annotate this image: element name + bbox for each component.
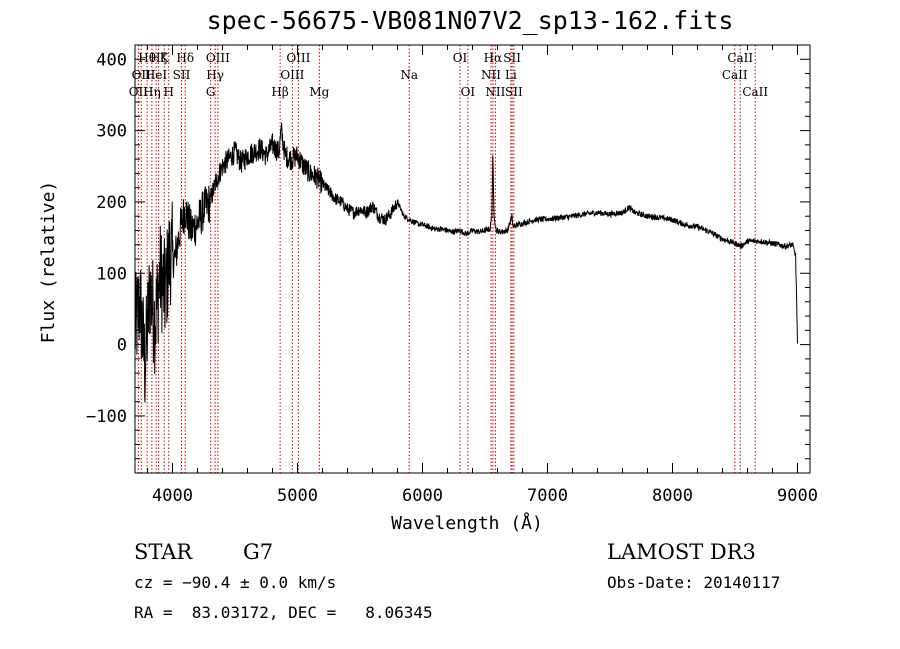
spectral-line-label: OI bbox=[453, 51, 468, 65]
spectral-line-label: Hζ bbox=[150, 51, 167, 65]
x-tick-label: 7000 bbox=[527, 486, 568, 506]
x-tick-label: 8000 bbox=[652, 486, 693, 506]
spectral-line-label: CaII bbox=[727, 51, 753, 65]
spectral-line-label: OIII bbox=[280, 68, 304, 82]
y-tick-label: 300 bbox=[96, 122, 127, 142]
spectral-line-label: Na bbox=[400, 68, 418, 82]
object-class: STAR bbox=[134, 540, 193, 564]
spectral-line-label: CaII bbox=[722, 68, 748, 82]
spectral-line-label: OIII bbox=[286, 51, 310, 65]
spectral-line-label: SII bbox=[173, 68, 191, 82]
spectral-lines-layer bbox=[137, 45, 756, 473]
x-axis-label: Wavelength (Å) bbox=[391, 512, 543, 534]
spectral-line-label: HeI bbox=[145, 68, 168, 82]
spectral-line-label: Hη bbox=[143, 85, 161, 99]
redshift-text: cz = −90.4 ± 0.0 km/s bbox=[134, 573, 337, 592]
coordinates: RA = 83.03172, DEC = 8.06345 bbox=[134, 603, 433, 622]
y-axis-label: Flux (relative) bbox=[38, 181, 59, 344]
obs-date: Obs-Date: 20140117 bbox=[607, 573, 781, 592]
spectral-line-labels: OII OII Hθ Hη HeI HζK H SII Hδ G Hγ OIII Hβ OIII OIII M… bbox=[129, 51, 769, 99]
spectral-line-label: OII bbox=[132, 68, 152, 82]
spectral-line-label: H bbox=[164, 85, 174, 99]
y-tick-label: 400 bbox=[96, 50, 127, 70]
y-tick-label: −100 bbox=[86, 407, 127, 427]
axis-ticks: 4000 5000 6000 7000 8000 9000 −100 0 100 200 300 40… bbox=[86, 44, 818, 506]
x-tick-label: 6000 bbox=[402, 486, 443, 506]
x-tick-label: 9000 bbox=[777, 486, 818, 506]
spectral-line-label: NII bbox=[485, 85, 505, 99]
plot-frame bbox=[134, 44, 811, 474]
y-tick-label: 200 bbox=[96, 193, 127, 213]
spectral-line-label: Li bbox=[505, 68, 517, 82]
x-tick-label: 5000 bbox=[277, 486, 318, 506]
spectral-line-label: Mg bbox=[309, 85, 329, 99]
spectral-line-label: CaII bbox=[742, 85, 768, 99]
spectral-line-label: Hγ bbox=[206, 68, 224, 82]
spectral-line-label: SII bbox=[503, 51, 521, 65]
chart-title: spec-56675-VB081N07V2_sp13-162.fits bbox=[206, 6, 734, 35]
spectral-line-label: OIII bbox=[206, 51, 230, 65]
spectral-line-label: Hα bbox=[484, 51, 503, 65]
object-subclass: G7 bbox=[243, 540, 274, 564]
survey-name: LAMOST DR3 bbox=[607, 540, 756, 564]
spectral-line-label: Hδ bbox=[176, 51, 194, 65]
spectral-line-label: SII bbox=[505, 85, 523, 99]
spectral-line-label: G bbox=[206, 85, 216, 99]
spectral-line-label: NII bbox=[481, 68, 501, 82]
y-tick-label: 100 bbox=[96, 264, 127, 284]
spectral-line-label: K bbox=[160, 51, 170, 65]
y-tick-label: 0 bbox=[117, 336, 127, 356]
spectral-line-label: OII bbox=[129, 85, 149, 99]
x-tick-label: 4000 bbox=[152, 486, 193, 506]
spectrum-series-line bbox=[134, 122, 798, 403]
spectral-line-label: OI bbox=[461, 85, 476, 99]
spectral-line-label: Hθ bbox=[138, 51, 156, 65]
spectral-line-label: Hβ bbox=[271, 85, 288, 99]
